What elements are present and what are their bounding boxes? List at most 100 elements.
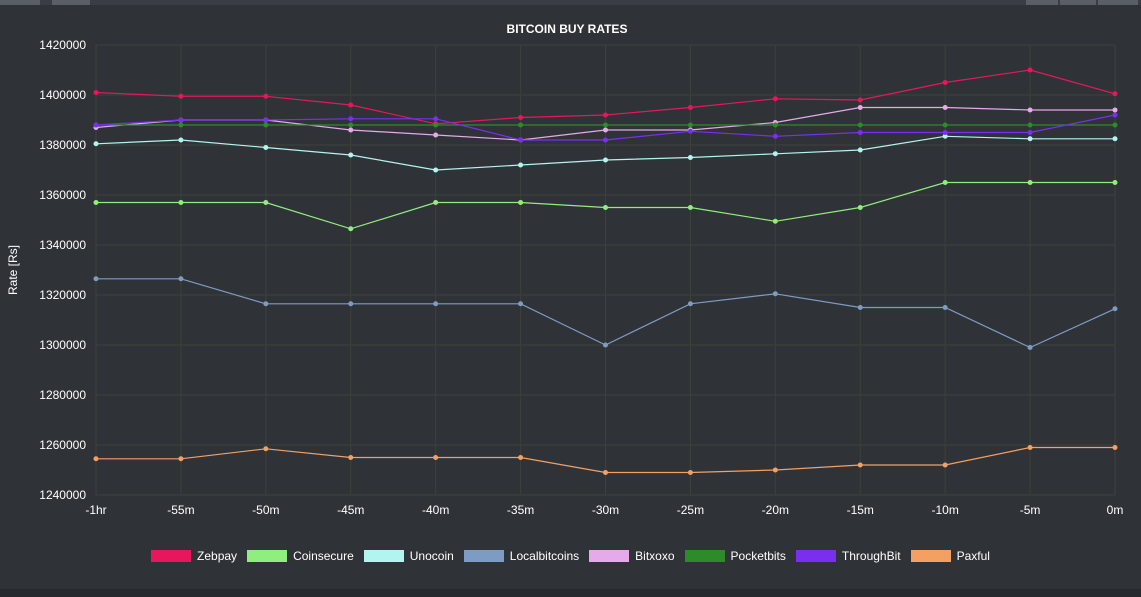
data-point-bitxoxo[interactable] bbox=[603, 127, 608, 133]
data-point-pocketbits[interactable] bbox=[1027, 122, 1033, 128]
legend-item-zebpay[interactable]: Zebpay bbox=[151, 549, 237, 563]
data-point-coinsecure[interactable] bbox=[772, 218, 778, 224]
legend-item-coinsecure[interactable]: Coinsecure bbox=[247, 549, 354, 563]
data-point-throughbit[interactable] bbox=[93, 122, 99, 128]
data-point-paxful[interactable] bbox=[772, 467, 778, 473]
data-point-zebpay[interactable] bbox=[1112, 91, 1118, 97]
data-point-paxful[interactable] bbox=[1112, 445, 1118, 450]
data-point-unocoin[interactable] bbox=[942, 133, 948, 139]
data-point-bitxoxo[interactable] bbox=[1027, 107, 1033, 113]
data-point-throughbit[interactable] bbox=[942, 130, 948, 135]
data-point-unocoin[interactable] bbox=[603, 157, 608, 163]
data-point-paxful[interactable] bbox=[178, 456, 184, 462]
data-point-zebpay[interactable] bbox=[857, 97, 863, 103]
data-point-throughbit[interactable] bbox=[857, 130, 863, 135]
data-point-bitxoxo[interactable] bbox=[1112, 107, 1118, 113]
data-point-localbitcoins[interactable] bbox=[942, 305, 948, 310]
data-point-throughbit[interactable] bbox=[518, 137, 524, 143]
data-point-throughbit[interactable] bbox=[433, 116, 439, 122]
data-point-pocketbits[interactable] bbox=[433, 122, 439, 128]
data-point-pocketbits[interactable] bbox=[178, 122, 184, 128]
legend-item-throughbit[interactable]: ThroughBit bbox=[795, 549, 901, 563]
data-point-paxful[interactable] bbox=[518, 455, 524, 460]
data-point-zebpay[interactable] bbox=[518, 115, 524, 120]
data-point-paxful[interactable] bbox=[348, 455, 354, 460]
data-point-throughbit[interactable] bbox=[348, 116, 354, 122]
data-point-zebpay[interactable] bbox=[942, 80, 948, 85]
legend-item-bitxoxo[interactable]: Bitxoxo bbox=[589, 549, 675, 563]
data-point-bitxoxo[interactable] bbox=[942, 105, 948, 110]
data-point-unocoin[interactable] bbox=[433, 167, 439, 173]
data-point-bitxoxo[interactable] bbox=[433, 132, 439, 138]
data-point-localbitcoins[interactable] bbox=[93, 276, 99, 282]
data-point-coinsecure[interactable] bbox=[603, 205, 608, 210]
data-point-unocoin[interactable] bbox=[687, 155, 693, 160]
data-point-localbitcoins[interactable] bbox=[687, 301, 693, 307]
data-point-zebpay[interactable] bbox=[772, 96, 778, 102]
legend-item-unocoin[interactable]: Unocoin bbox=[363, 549, 454, 563]
toolbar-tab[interactable] bbox=[1098, 0, 1138, 5]
data-point-zebpay[interactable] bbox=[687, 105, 693, 110]
data-point-coinsecure[interactable] bbox=[518, 200, 524, 205]
data-point-paxful[interactable] bbox=[263, 446, 269, 452]
data-point-unocoin[interactable] bbox=[772, 151, 778, 157]
data-point-pocketbits[interactable] bbox=[942, 122, 948, 128]
data-point-localbitcoins[interactable] bbox=[518, 301, 524, 307]
data-point-pocketbits[interactable] bbox=[857, 122, 863, 128]
data-point-unocoin[interactable] bbox=[1027, 136, 1033, 142]
data-point-zebpay[interactable] bbox=[1027, 67, 1033, 73]
data-point-coinsecure[interactable] bbox=[93, 200, 99, 205]
data-point-pocketbits[interactable] bbox=[518, 122, 524, 128]
data-point-pocketbits[interactable] bbox=[687, 122, 693, 128]
data-point-zebpay[interactable] bbox=[348, 102, 354, 108]
legend-item-pocketbits[interactable]: Pocketbits bbox=[684, 549, 786, 563]
data-point-zebpay[interactable] bbox=[93, 90, 99, 95]
data-point-localbitcoins[interactable] bbox=[1112, 306, 1118, 312]
toolbar-tab[interactable] bbox=[1026, 0, 1058, 5]
data-point-coinsecure[interactable] bbox=[263, 200, 269, 205]
data-point-bitxoxo[interactable] bbox=[857, 105, 863, 110]
data-point-zebpay[interactable] bbox=[603, 112, 608, 118]
data-point-localbitcoins[interactable] bbox=[857, 305, 863, 310]
data-point-paxful[interactable] bbox=[857, 462, 863, 468]
data-point-throughbit[interactable] bbox=[687, 128, 693, 134]
data-point-coinsecure[interactable] bbox=[687, 205, 693, 210]
data-point-pocketbits[interactable] bbox=[1112, 122, 1118, 128]
data-point-unocoin[interactable] bbox=[178, 137, 184, 143]
data-point-coinsecure[interactable] bbox=[348, 226, 354, 232]
data-point-unocoin[interactable] bbox=[1112, 136, 1118, 142]
data-point-coinsecure[interactable] bbox=[857, 205, 863, 210]
data-point-zebpay[interactable] bbox=[178, 93, 184, 99]
data-point-pocketbits[interactable] bbox=[348, 122, 354, 128]
data-point-coinsecure[interactable] bbox=[1027, 180, 1033, 185]
data-point-pocketbits[interactable] bbox=[603, 122, 608, 128]
data-point-coinsecure[interactable] bbox=[1112, 180, 1118, 185]
data-point-unocoin[interactable] bbox=[857, 147, 863, 153]
data-point-paxful[interactable] bbox=[1027, 445, 1033, 450]
data-point-unocoin[interactable] bbox=[348, 152, 354, 158]
data-point-bitxoxo[interactable] bbox=[348, 127, 354, 133]
data-point-paxful[interactable] bbox=[942, 462, 948, 468]
data-point-paxful[interactable] bbox=[93, 456, 99, 462]
data-point-pocketbits[interactable] bbox=[263, 122, 269, 128]
data-point-paxful[interactable] bbox=[433, 455, 439, 460]
data-point-localbitcoins[interactable] bbox=[348, 301, 354, 307]
legend-item-localbitcoins[interactable]: Localbitcoins bbox=[463, 549, 579, 563]
data-point-unocoin[interactable] bbox=[518, 162, 524, 168]
data-point-paxful[interactable] bbox=[603, 470, 608, 475]
toolbar-tab[interactable] bbox=[52, 0, 90, 5]
data-point-unocoin[interactable] bbox=[263, 145, 269, 150]
data-point-coinsecure[interactable] bbox=[433, 200, 439, 205]
data-point-pocketbits[interactable] bbox=[772, 122, 778, 128]
data-point-localbitcoins[interactable] bbox=[1027, 345, 1033, 350]
data-point-unocoin[interactable] bbox=[93, 141, 99, 147]
toolbar-tab[interactable] bbox=[1060, 0, 1096, 5]
legend-item-paxful[interactable]: Paxful bbox=[910, 549, 990, 563]
data-point-throughbit[interactable] bbox=[1027, 130, 1033, 135]
data-point-coinsecure[interactable] bbox=[178, 200, 184, 205]
data-point-localbitcoins[interactable] bbox=[603, 342, 608, 348]
data-point-throughbit[interactable] bbox=[772, 133, 778, 139]
data-point-localbitcoins[interactable] bbox=[772, 291, 778, 297]
data-point-coinsecure[interactable] bbox=[942, 180, 948, 185]
data-point-throughbit[interactable] bbox=[263, 117, 269, 123]
